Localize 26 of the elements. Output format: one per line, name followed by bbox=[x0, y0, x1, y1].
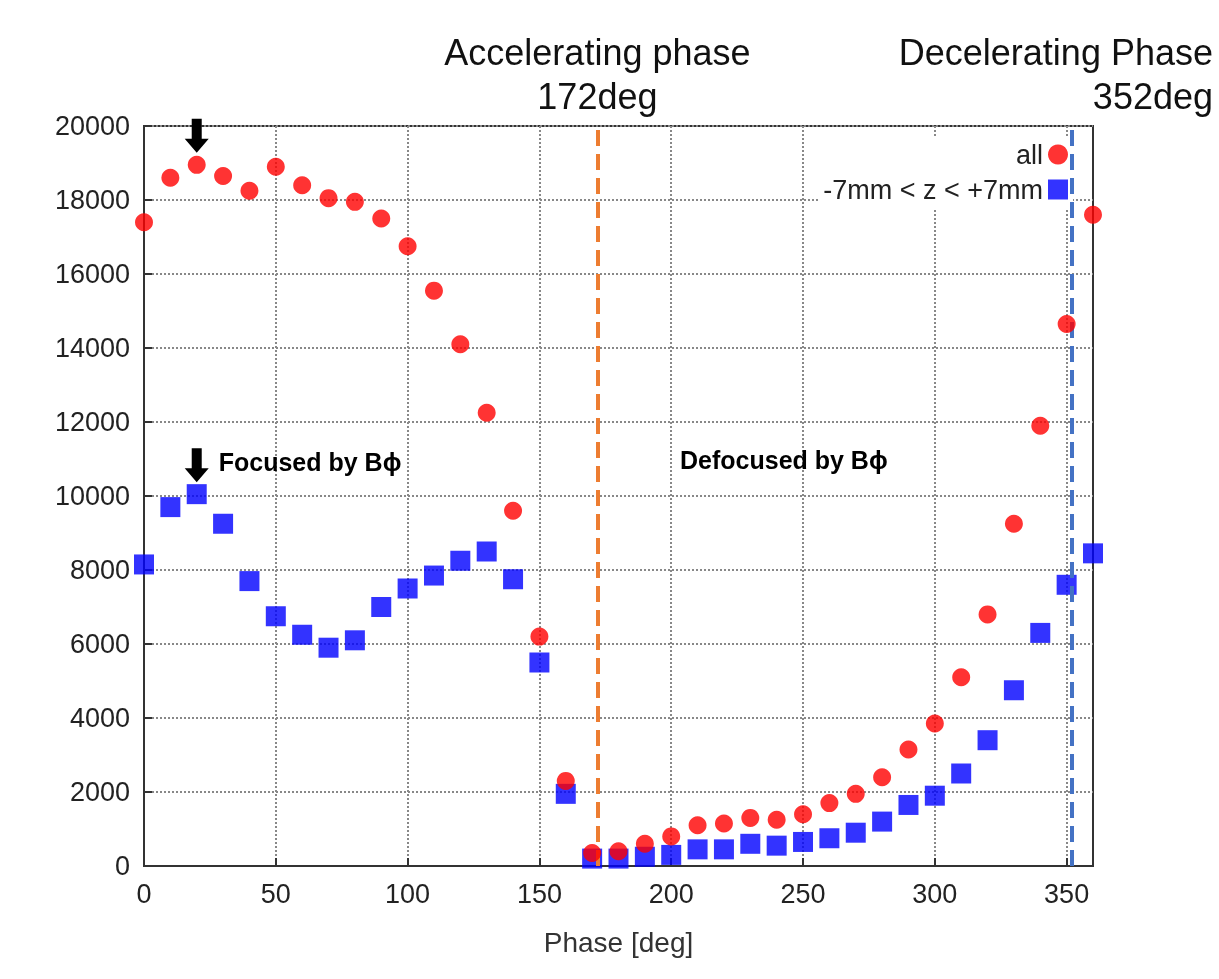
x-tick-label: 200 bbox=[648, 878, 694, 909]
y-tick-label: 6000 bbox=[69, 629, 130, 659]
legend-label: all bbox=[1015, 139, 1043, 170]
annotation: Focused by Bϕ bbox=[218, 448, 402, 477]
x-tick-label: 300 bbox=[912, 878, 958, 909]
x-tick-label: 150 bbox=[516, 878, 562, 909]
y-tick-label: 18000 bbox=[54, 185, 130, 215]
legend-label: -7mm < z < +7mm bbox=[823, 174, 1043, 205]
x-tick-label: 0 bbox=[136, 878, 152, 909]
y-tick-label: 16000 bbox=[54, 259, 130, 289]
x-axis-title: Phase [deg] bbox=[543, 926, 694, 958]
ref-line-label: Accelerating phase 172deg bbox=[444, 31, 751, 117]
y-tick-label: 0 bbox=[114, 851, 130, 881]
y-tick-label: 8000 bbox=[69, 555, 130, 585]
x-tick-label: 50 bbox=[260, 878, 291, 909]
y-tick-label: 2000 bbox=[69, 777, 130, 807]
x-tick-label: 100 bbox=[385, 878, 431, 909]
y-tick-label: 20000 bbox=[54, 111, 130, 141]
y-tick-label: 14000 bbox=[54, 333, 130, 363]
y-tick-label: 10000 bbox=[54, 481, 130, 511]
annotation: Defocused by Bϕ bbox=[680, 446, 888, 474]
y-tick-label: 12000 bbox=[54, 407, 130, 437]
x-tick-label: 350 bbox=[1044, 878, 1090, 909]
ref-line-label: Decelerating Phase 352deg bbox=[898, 31, 1213, 117]
y-tick-label: 4000 bbox=[69, 703, 130, 733]
x-tick-label: 250 bbox=[780, 878, 826, 909]
